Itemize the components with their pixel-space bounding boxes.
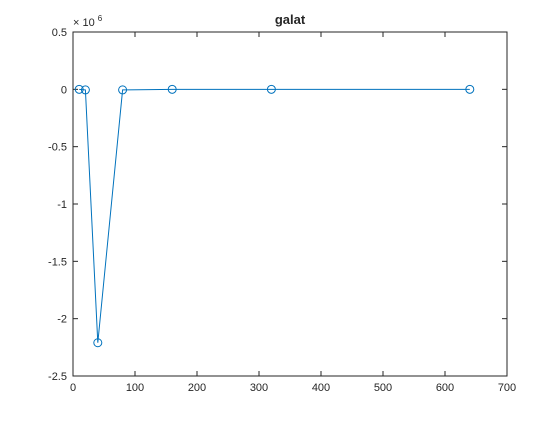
y-exponent-base: × 10 bbox=[73, 17, 95, 29]
y-tick-label: -1.5 bbox=[48, 256, 67, 268]
series bbox=[74, 84, 475, 348]
x-tick-label: 0 bbox=[70, 382, 76, 394]
y-tick-label: -0.5 bbox=[48, 142, 67, 154]
ticks: 0 100 200 300 400 500 600 700 0.5 0 -0.5 -1 -1.5 -2 -2… bbox=[48, 27, 516, 394]
x-tick-label: 700 bbox=[498, 382, 516, 394]
y-tick-label: -2.5 bbox=[48, 371, 67, 383]
plot-area bbox=[73, 32, 507, 376]
y-tick-label: 0 bbox=[61, 84, 67, 96]
data-point-marker bbox=[93, 338, 103, 348]
y-exponent-power: 6 bbox=[98, 14, 103, 23]
x-tick-label: 300 bbox=[250, 382, 268, 394]
data-point-marker bbox=[118, 85, 128, 95]
x-tick-label: 200 bbox=[188, 382, 206, 394]
y-tick-label: 0.5 bbox=[52, 27, 67, 39]
data-point-marker bbox=[167, 84, 177, 94]
data-point-marker bbox=[266, 84, 276, 94]
x-tick-label: 600 bbox=[436, 382, 454, 394]
x-tick-label: 500 bbox=[374, 382, 392, 394]
x-tick-label: 400 bbox=[312, 382, 330, 394]
chart-title: galat bbox=[275, 12, 306, 27]
y-tick-label: -1 bbox=[57, 199, 67, 211]
data-point-marker bbox=[465, 84, 475, 94]
data-point-marker bbox=[74, 84, 84, 94]
series-line bbox=[79, 88, 470, 343]
y-exponent-label: × 10 6 bbox=[73, 14, 103, 29]
data-point-marker bbox=[80, 85, 90, 95]
y-tick-label: -2 bbox=[57, 314, 67, 326]
x-tick-label: 100 bbox=[126, 382, 144, 394]
